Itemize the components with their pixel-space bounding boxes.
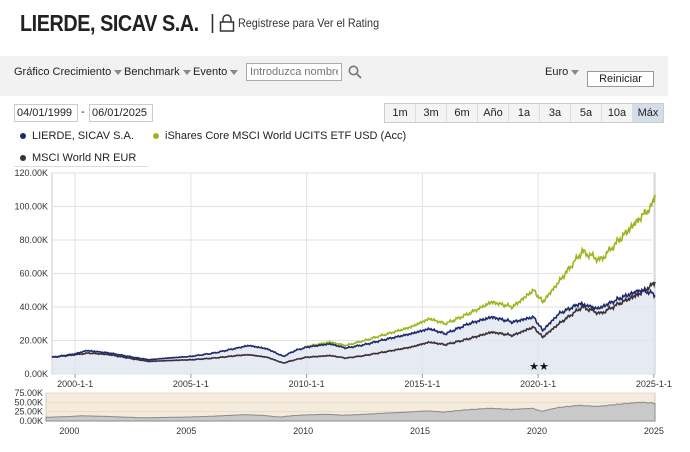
end-date-input[interactable] <box>89 104 153 122</box>
x-tick-label: 2010-1-1 <box>289 379 325 389</box>
date-separator: - <box>81 106 85 118</box>
event-dropdown[interactable]: Evento <box>193 66 239 78</box>
growth-chart-dropdown[interactable]: Gráfico Crecimiento <box>14 66 123 78</box>
currency-label: Euro <box>545 66 569 78</box>
range-button-3[interactable]: Año <box>478 104 509 122</box>
navigator-tick-label: 0.00K <box>19 416 43 426</box>
navigator-year-label: 2010 <box>293 426 313 436</box>
navigator-year-label: 2005 <box>176 426 196 436</box>
x-tick-label: 2025-1-1 <box>636 379 672 389</box>
event-label: Evento <box>193 66 228 78</box>
range-button-4[interactable]: 1a <box>509 104 540 122</box>
navigator-series <box>45 401 656 422</box>
series-line-lierde <box>51 286 656 361</box>
legend-item-ishares[interactable]: iShares Core MSCI World UCITS ETF USD (A… <box>153 130 406 142</box>
y-tick-label: 100.00K <box>14 202 48 212</box>
currency-dropdown[interactable]: Euro <box>545 66 580 78</box>
x-tick-label: 2015-1-1 <box>404 379 440 389</box>
legend-dot <box>153 133 159 139</box>
y-tick-label: 20.00K <box>19 336 48 346</box>
start-date-input[interactable] <box>14 104 78 122</box>
register-rating-link[interactable]: Registrese para Ver el Rating <box>238 16 380 30</box>
series-area <box>52 289 655 374</box>
series-line-msci <box>51 281 656 364</box>
y-tick-label: 40.00K <box>19 302 48 312</box>
benchmark-dropdown[interactable]: Benchmark <box>124 66 191 78</box>
growth-chart-label: Gráfico Crecimiento <box>14 66 112 78</box>
reset-button[interactable]: Reiniciar <box>587 71 654 87</box>
y-tick-label: 80.00K <box>19 235 48 245</box>
lock-icon <box>219 14 235 32</box>
navigator-tick-label: 25.00K <box>14 407 43 417</box>
search-input[interactable] <box>246 63 342 81</box>
legend-item-lierde[interactable]: LIERDE, SICAV S.A. <box>20 130 134 142</box>
range-button-6[interactable]: 5a <box>571 104 602 122</box>
legend-dot <box>20 133 26 139</box>
chevron-down-icon <box>182 69 191 75</box>
navigator-tick-label: 75.00K <box>14 388 43 398</box>
navigator-area <box>45 392 656 422</box>
series-line-ishares <box>306 194 656 348</box>
chevron-down-icon <box>230 69 239 75</box>
navigator-year-label: 2020 <box>527 426 547 436</box>
navigator-year-label: 2025 <box>644 426 664 436</box>
title-row: LIERDE, SICAV S.A. | Registrese para Ver… <box>20 8 395 38</box>
benchmark-label: Benchmark <box>124 66 180 78</box>
navigator-year-label: 2015 <box>410 426 430 436</box>
x-tick-label: 2000-1-1 <box>57 379 93 389</box>
range-button-8[interactable]: Máx <box>633 104 663 122</box>
x-tick-label: 2005-1-1 <box>173 379 209 389</box>
page-title: LIERDE, SICAV S.A. <box>20 9 199 36</box>
y-tick-label: 0.00K <box>24 369 48 379</box>
range-button-5[interactable]: 3a <box>540 104 571 122</box>
range-button-2[interactable]: 6m <box>447 104 478 122</box>
range-selector: 1m 3m 6m Año 1a 3a 5a 10a Máx <box>384 103 664 123</box>
search-icon[interactable] <box>348 65 362 79</box>
legend-dot <box>20 155 26 161</box>
range-button-7[interactable]: 10a <box>602 104 633 122</box>
title-separator: | <box>209 11 216 34</box>
y-tick-label: 60.00K <box>19 269 48 279</box>
plot-area <box>51 172 656 375</box>
legend-label: MSCI World NR EUR <box>32 152 137 164</box>
navigator-year-label: 2000 <box>59 426 79 436</box>
navigator-tick-label: 50.00K <box>14 397 43 407</box>
legend-item-msci[interactable]: MSCI World NR EUR <box>20 152 136 164</box>
legend-label: LIERDE, SICAV S.A. <box>32 130 134 142</box>
range-button-0[interactable]: 1m <box>385 104 416 122</box>
x-tick-label: 2020-1-1 <box>520 379 556 389</box>
y-tick-label: 120.00K <box>14 168 48 178</box>
range-button-1[interactable]: 3m <box>416 104 447 122</box>
chevron-down-icon <box>114 69 123 75</box>
legend-divider <box>14 166 148 167</box>
legend-label: iShares Core MSCI World UCITS ETF USD (A… <box>165 130 407 142</box>
chevron-down-icon <box>571 69 580 75</box>
event-star-annotation: ★★ <box>529 361 549 373</box>
